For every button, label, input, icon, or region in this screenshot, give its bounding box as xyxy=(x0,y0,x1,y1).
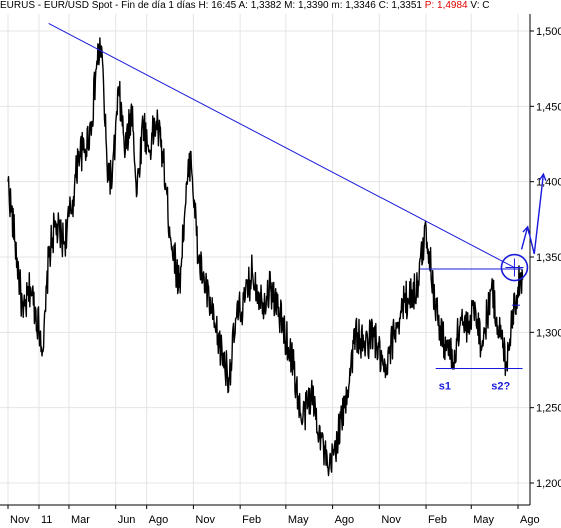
high-label: M: xyxy=(284,0,296,11)
x-tick-label-3: Jun xyxy=(118,514,136,526)
projection-leg-1 xyxy=(520,226,529,250)
pointer-label: P: xyxy=(424,0,435,11)
projection-arrowhead-2 xyxy=(538,172,547,181)
x-tick-label-11: May xyxy=(473,514,494,526)
projection-leg-3 xyxy=(533,174,545,255)
x-tick-label-0: Nov xyxy=(10,514,30,526)
open-value: 1,3382 xyxy=(250,0,282,11)
close-value: 1,3351 xyxy=(391,0,422,11)
x-tick-label-9: Nov xyxy=(381,514,401,526)
downtrend-line xyxy=(48,23,515,268)
volume-label: V: xyxy=(470,0,480,11)
pointer-value: 1,4984 xyxy=(437,0,468,11)
low-value: 1,3346 xyxy=(345,0,376,11)
support-label-2: s2? xyxy=(491,381,510,393)
instrument-info-bar: EURUS - EUR/USD Spot - Fin de día 1 días… xyxy=(0,0,561,12)
projection-leg-2 xyxy=(526,226,535,255)
breakout-circle xyxy=(500,253,529,282)
x-tick-label-10: Feb xyxy=(428,514,447,526)
y-tick-label-3: 1,350 xyxy=(536,252,561,264)
symbol: EURUS xyxy=(0,0,36,11)
x-tick-label-12: Ago xyxy=(520,514,540,526)
low-label: m: xyxy=(331,0,343,11)
x-tick-label-1: 11 xyxy=(41,514,52,526)
x-tick-label-4: Ago xyxy=(149,514,169,526)
x-tick-label-7: May xyxy=(288,514,309,526)
open-label: A: xyxy=(238,0,248,11)
y-tick-label-5: 1,250 xyxy=(536,403,561,415)
hour-value: 16:45 xyxy=(211,0,237,11)
x-tick-label-6: Feb xyxy=(242,514,261,526)
period: Fin de día 1 días xyxy=(121,0,196,11)
volume-value: C xyxy=(482,0,490,11)
close-label: C: xyxy=(378,0,389,11)
description: EUR/USD Spot xyxy=(43,0,113,11)
high-value: 1,3390 xyxy=(297,0,329,11)
x-tick-label-8: Ago xyxy=(335,514,355,526)
support-label-1: s1 xyxy=(439,381,451,393)
y-tick-label-4: 1,300 xyxy=(536,327,561,339)
price-series-0 xyxy=(7,37,524,477)
y-tick-label-0: 1,500 xyxy=(536,26,561,38)
x-tick-label-5: Nov xyxy=(195,514,215,526)
hour-label: H: xyxy=(198,0,209,11)
y-tick-label-6: 1,200 xyxy=(536,478,561,490)
y-tick-label-1: 1,450 xyxy=(536,101,561,113)
x-tick-label-2: Mar xyxy=(71,514,90,526)
